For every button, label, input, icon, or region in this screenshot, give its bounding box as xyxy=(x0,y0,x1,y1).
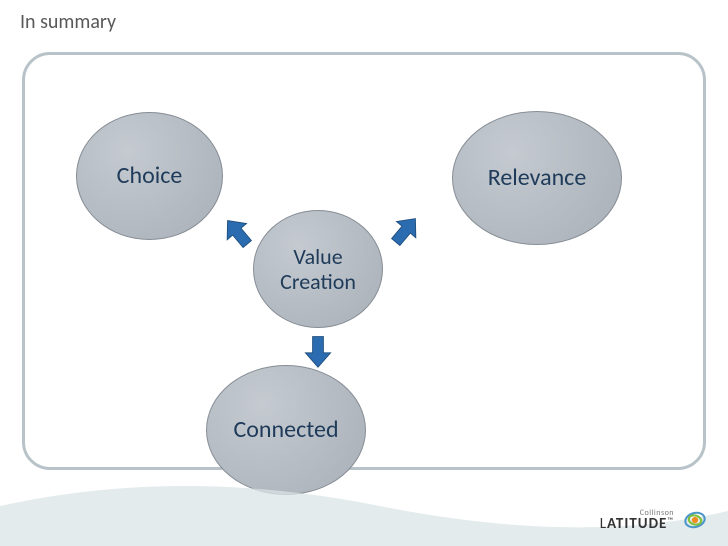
globe-swoosh-icon xyxy=(680,506,710,534)
logo-title-light: L xyxy=(600,515,607,533)
logo: Collinson LATITUDE™ xyxy=(600,506,710,534)
arrow-to-relevance xyxy=(380,206,431,257)
node-relevance-label: Relevance xyxy=(488,164,587,192)
page-title: In summary xyxy=(20,10,116,34)
logo-title-bold: ATITUDE xyxy=(607,515,667,533)
node-relevance: Relevance xyxy=(452,111,622,245)
logo-tm: ™ xyxy=(667,516,674,526)
node-choice-label: Choice xyxy=(117,162,183,190)
node-center-label: Value Creation xyxy=(280,244,356,295)
logo-text: Collinson LATITUDE™ xyxy=(600,509,674,532)
arrow-to-connected xyxy=(300,333,336,369)
node-choice: Choice xyxy=(76,112,223,240)
diagram-frame: Choice Relevance Value Creation Connecte… xyxy=(22,52,706,470)
node-connected-label: Connected xyxy=(233,416,338,444)
logo-title: LATITUDE™ xyxy=(600,517,674,532)
node-connected: Connected xyxy=(206,365,366,495)
node-center: Value Creation xyxy=(253,210,383,328)
